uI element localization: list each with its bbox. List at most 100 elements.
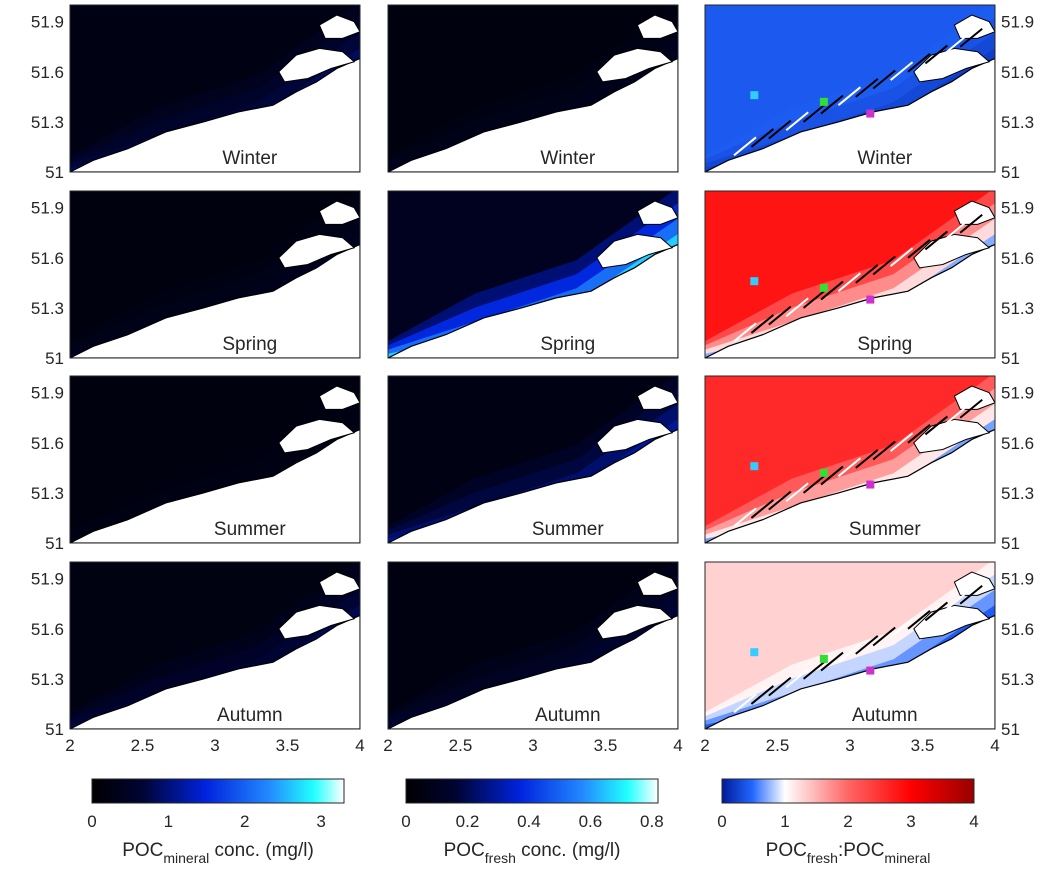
island <box>318 200 360 225</box>
contour-line <box>750 314 775 334</box>
station-marker <box>819 97 828 106</box>
colorbar-tick-label: 1 <box>164 812 173 831</box>
contour-line <box>768 676 792 697</box>
station-marker <box>819 654 828 663</box>
lat-tick-label: 51 <box>1001 163 1020 182</box>
lon-tick-label: 2 <box>65 736 74 755</box>
panel-ratio-autumn: Autumn <box>704 561 996 730</box>
season-label: Winter <box>540 148 596 169</box>
lon-tick-label: 3 <box>528 736 537 755</box>
lon-tick-label: 4 <box>990 736 999 755</box>
island <box>278 233 356 269</box>
land <box>70 428 360 543</box>
island <box>596 418 674 454</box>
land <box>388 428 678 543</box>
contour-line <box>855 449 879 469</box>
island <box>278 604 356 640</box>
station-marker <box>819 468 828 477</box>
lat-tick-label: 51.3 <box>1001 670 1034 689</box>
station-marker <box>750 462 759 471</box>
contour-line <box>837 86 862 106</box>
land <box>70 243 360 358</box>
panel-frame <box>704 561 996 730</box>
land <box>705 57 995 172</box>
contour-line <box>907 424 931 444</box>
lat-tick-label: 51.3 <box>1001 113 1034 132</box>
contour-line <box>802 103 827 123</box>
lat-tick-label: 51.6 <box>31 249 64 268</box>
contour-line <box>959 27 983 48</box>
colorbar-tick-label: 2 <box>843 812 852 831</box>
lat-tick-label: 51.6 <box>1001 249 1034 268</box>
lon-tick-label: 4 <box>355 736 364 755</box>
contour-line <box>924 415 949 436</box>
panel-fresh-spring: Spring <box>387 190 679 359</box>
panel-fresh-autumn: Autumn <box>387 561 679 730</box>
season-label: Summer <box>214 519 286 540</box>
land <box>388 614 678 729</box>
contour-line <box>942 222 966 242</box>
contour-line <box>855 78 879 98</box>
island <box>596 233 674 269</box>
season-label: Winter <box>222 148 278 169</box>
panel-frame <box>704 190 996 359</box>
lat-tick-label: 51.3 <box>1001 484 1034 503</box>
station-marker <box>866 480 875 489</box>
lat-tick-label: 51.6 <box>1001 434 1034 453</box>
island <box>318 571 360 596</box>
season-label: Autumn <box>535 705 600 726</box>
panel-frame <box>69 561 361 730</box>
contour-line <box>959 398 983 419</box>
contour-line <box>942 407 966 427</box>
lon-tick-label: 3.5 <box>911 736 935 755</box>
panel-frame <box>704 4 996 173</box>
contour-line <box>820 465 844 486</box>
panel-frame <box>69 190 361 359</box>
contour-line <box>750 499 775 519</box>
contour-line <box>855 264 879 284</box>
contour-line <box>802 474 827 494</box>
colorbar-label: POCfresh:POCmineral <box>766 840 931 866</box>
panel-frame <box>387 190 679 359</box>
contour-line <box>837 272 862 292</box>
island <box>636 200 678 225</box>
panel-frame <box>387 561 679 730</box>
station-marker <box>750 91 759 100</box>
contour-line <box>942 593 966 613</box>
colorbar-tick-label: 0 <box>717 812 726 831</box>
contour-line <box>924 44 949 65</box>
lat-tick-label: 51 <box>45 534 64 553</box>
lat-tick-label: 51.9 <box>31 570 64 589</box>
lat-tick-label: 51.9 <box>1001 13 1034 32</box>
lat-tick-label: 51.3 <box>31 670 64 689</box>
colorbar-tick-label: 0 <box>87 812 96 831</box>
island <box>636 571 678 596</box>
lon-tick-label: 2.5 <box>449 736 473 755</box>
lon-tick-label: 2.5 <box>766 736 790 755</box>
contour-line <box>872 440 896 461</box>
panel-mineral-autumn: Autumn <box>69 561 361 730</box>
land <box>388 57 678 172</box>
colorbar-tick-label: 3 <box>906 812 915 831</box>
island <box>636 14 678 39</box>
contour-line <box>889 618 914 638</box>
colorbar-tick-label: 4 <box>969 812 978 831</box>
colorbar-tick-label: 0 <box>401 812 410 831</box>
land <box>705 614 995 729</box>
panel-frame <box>387 375 679 544</box>
contour-line <box>907 53 931 73</box>
lat-tick-label: 51.9 <box>31 13 64 32</box>
station-marker <box>866 295 875 304</box>
lon-tick-label: 2.5 <box>131 736 155 755</box>
lat-tick-label: 51 <box>1001 534 1020 553</box>
panel-ratio-summer: Summer <box>704 375 996 544</box>
contour-line <box>785 111 809 132</box>
colorbar-tick-label: 0.4 <box>517 812 541 831</box>
colorbar-fresh: 0 0.2 0.4 0.6 0.8 POCfresh conc. (mg/l) <box>401 778 664 866</box>
colorbar-tick-label: 0.2 <box>456 812 480 831</box>
contour-line <box>768 119 792 140</box>
lat-tick-label: 51.9 <box>31 199 64 218</box>
island <box>596 47 674 83</box>
lat-tick-label: 51.6 <box>1001 63 1034 82</box>
